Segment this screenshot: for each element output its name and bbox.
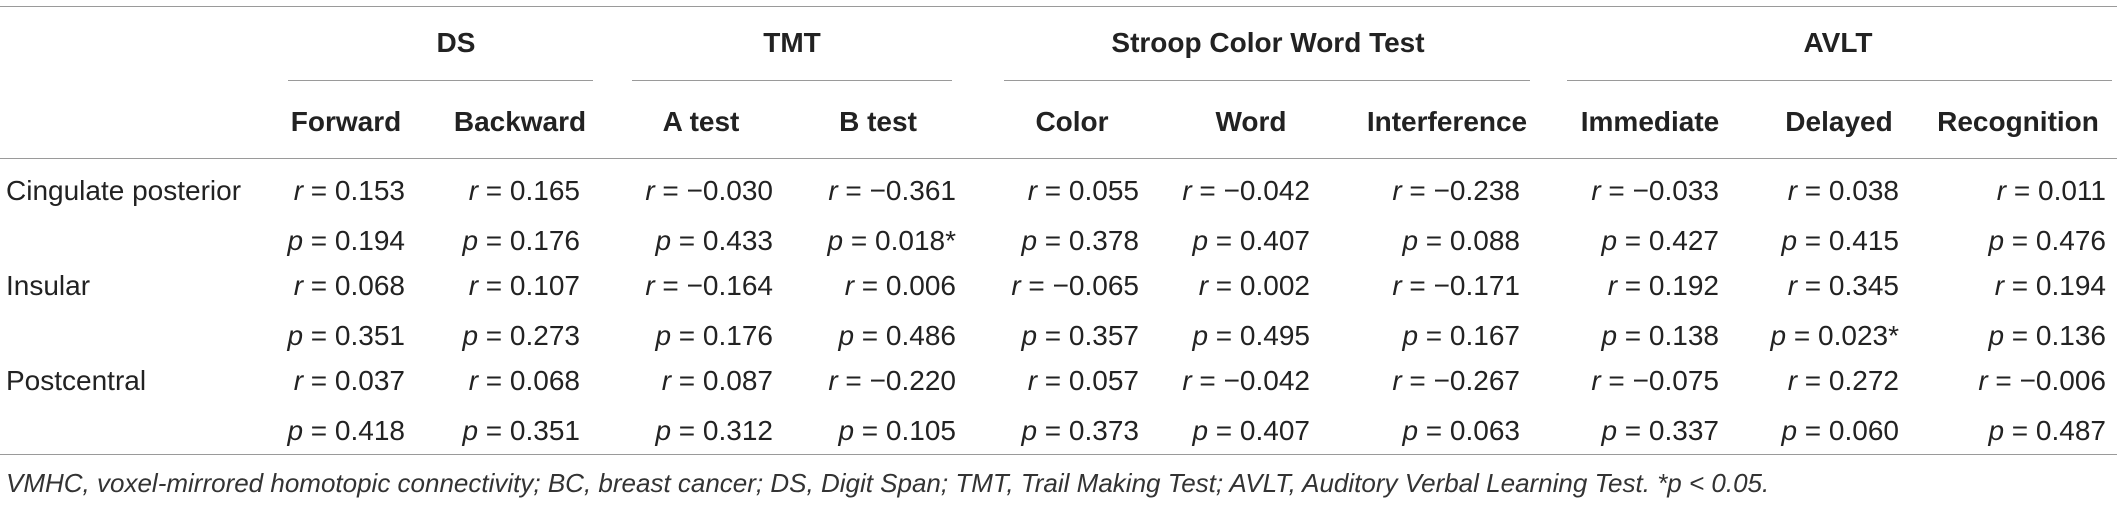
table-cell-p: p = 0.476 (1988, 225, 2106, 256)
table-cell-r: r = 0.006 (844, 270, 956, 301)
table-cell-r: r = 0.165 (468, 175, 580, 206)
table-cell-r: r = −0.171 (1392, 270, 1520, 301)
column-header: Interference (1366, 106, 1528, 137)
table-cell-p: p = 0.018* (827, 225, 956, 256)
table-cell-p: p = 0.407 (1192, 415, 1310, 446)
row-label: Cingulate posterior (6, 175, 242, 206)
table-cell-r: r = −0.042 (1182, 365, 1310, 396)
table-cell-p: p = 0.351 (462, 415, 580, 446)
column-header: A test (662, 106, 740, 137)
group-rule-avlt (1567, 80, 2112, 81)
table-cell-p: p = 0.063 (1402, 415, 1520, 446)
table-cell-p: p = 0.351 (287, 320, 405, 351)
table-cell-p: p = 0.176 (655, 320, 773, 351)
table-cell-p: p = 0.433 (655, 225, 773, 256)
table-cell-p: p = 0.136 (1988, 320, 2106, 351)
header-rule (0, 158, 2117, 159)
column-header: Delayed (1785, 106, 1893, 137)
column-header: B test (839, 106, 917, 137)
table-cell-p: p = 0.312 (655, 415, 773, 446)
table-cell-p: p = 0.427 (1601, 225, 1719, 256)
table-cell-r: r = −0.220 (828, 365, 956, 396)
table-cell-p: p = 0.378 (1021, 225, 1139, 256)
column-header: Word (1215, 106, 1287, 137)
column-header: Backward (453, 106, 587, 137)
table-cell-p: p = 0.273 (462, 320, 580, 351)
table-cell-r: r = 0.037 (293, 365, 405, 396)
table-cell-r: r = 0.087 (661, 365, 773, 396)
table-cell-r: r = 0.057 (1027, 365, 1139, 396)
table-cell-p: p = 0.060 (1781, 415, 1899, 446)
group-rule-ds (288, 80, 593, 81)
table-cell-r: r = −0.238 (1392, 175, 1520, 206)
table-cell-r: r = 0.192 (1607, 270, 1719, 301)
table-cell-p: p = 0.495 (1192, 320, 1310, 351)
table-cell-r: r = 0.107 (468, 270, 580, 301)
table-cell-r: r = 0.153 (293, 175, 405, 206)
table-cell-p: p = 0.105 (838, 415, 956, 446)
group-header: TMT (763, 27, 821, 58)
table-cell-p: p = 0.487 (1988, 415, 2106, 446)
table-cell-r: r = −0.030 (645, 175, 773, 206)
table-cell-p: p = 0.176 (462, 225, 580, 256)
table-cell-p: p = 0.088 (1402, 225, 1520, 256)
group-rule-tmt (632, 80, 952, 81)
table-cell-r: r = 0.055 (1027, 175, 1139, 206)
table-cell-r: r = −0.164 (645, 270, 773, 301)
row-label: Postcentral (6, 365, 147, 396)
table-cell-p: p = 0.415 (1781, 225, 1899, 256)
group-header: AVLT (1803, 27, 1873, 58)
table-footnote: VMHC, voxel-mirrored homotopic connectiv… (6, 468, 1770, 498)
column-header: Forward (290, 106, 402, 137)
group-header: Stroop Color Word Test (1111, 27, 1425, 58)
table-cell-p: p = 0.486 (838, 320, 956, 351)
table-cell-p: p = 0.138 (1601, 320, 1719, 351)
table-cell-p: p = 0.373 (1021, 415, 1139, 446)
table-cell-r: r = −0.361 (828, 175, 956, 206)
table-cell-r: r = −0.033 (1591, 175, 1719, 206)
column-header: Immediate (1580, 106, 1720, 137)
table-cell-r: r = 0.002 (1198, 270, 1310, 301)
column-header: Color (1035, 106, 1109, 137)
table-cell-p: p = 0.337 (1601, 415, 1719, 446)
table-cell-r: r = −0.075 (1591, 365, 1719, 396)
table-cell-p: p = 0.023* (1770, 320, 1899, 351)
table-cell-r: r = −0.267 (1392, 365, 1520, 396)
group-header: DS (436, 27, 476, 58)
group-rule-stroop (1004, 80, 1530, 81)
table-cell-r: r = 0.068 (468, 365, 580, 396)
table-cell-r: r = −0.006 (1978, 365, 2106, 396)
table-cell-r: r = −0.042 (1182, 175, 1310, 206)
table-cell-r: r = 0.068 (293, 270, 405, 301)
column-header: Recognition (1937, 106, 2099, 137)
table-cell-r: r = −0.065 (1011, 270, 1139, 301)
bottom-rule (0, 454, 2117, 455)
table-cell-r: r = 0.194 (1994, 270, 2106, 301)
table-cell-r: r = 0.011 (1996, 175, 2106, 206)
top-rule (0, 6, 2117, 7)
table-cell-r: r = 0.038 (1787, 175, 1899, 206)
table-cell-p: p = 0.194 (287, 225, 405, 256)
table-cell-p: p = 0.418 (287, 415, 405, 446)
table-cell-r: r = 0.345 (1787, 270, 1899, 301)
table-cell-r: r = 0.272 (1787, 365, 1899, 396)
table-cell-p: p = 0.407 (1192, 225, 1310, 256)
row-label: Insular (6, 270, 91, 301)
table-cell-p: p = 0.167 (1402, 320, 1520, 351)
table-cell-p: p = 0.357 (1021, 320, 1139, 351)
